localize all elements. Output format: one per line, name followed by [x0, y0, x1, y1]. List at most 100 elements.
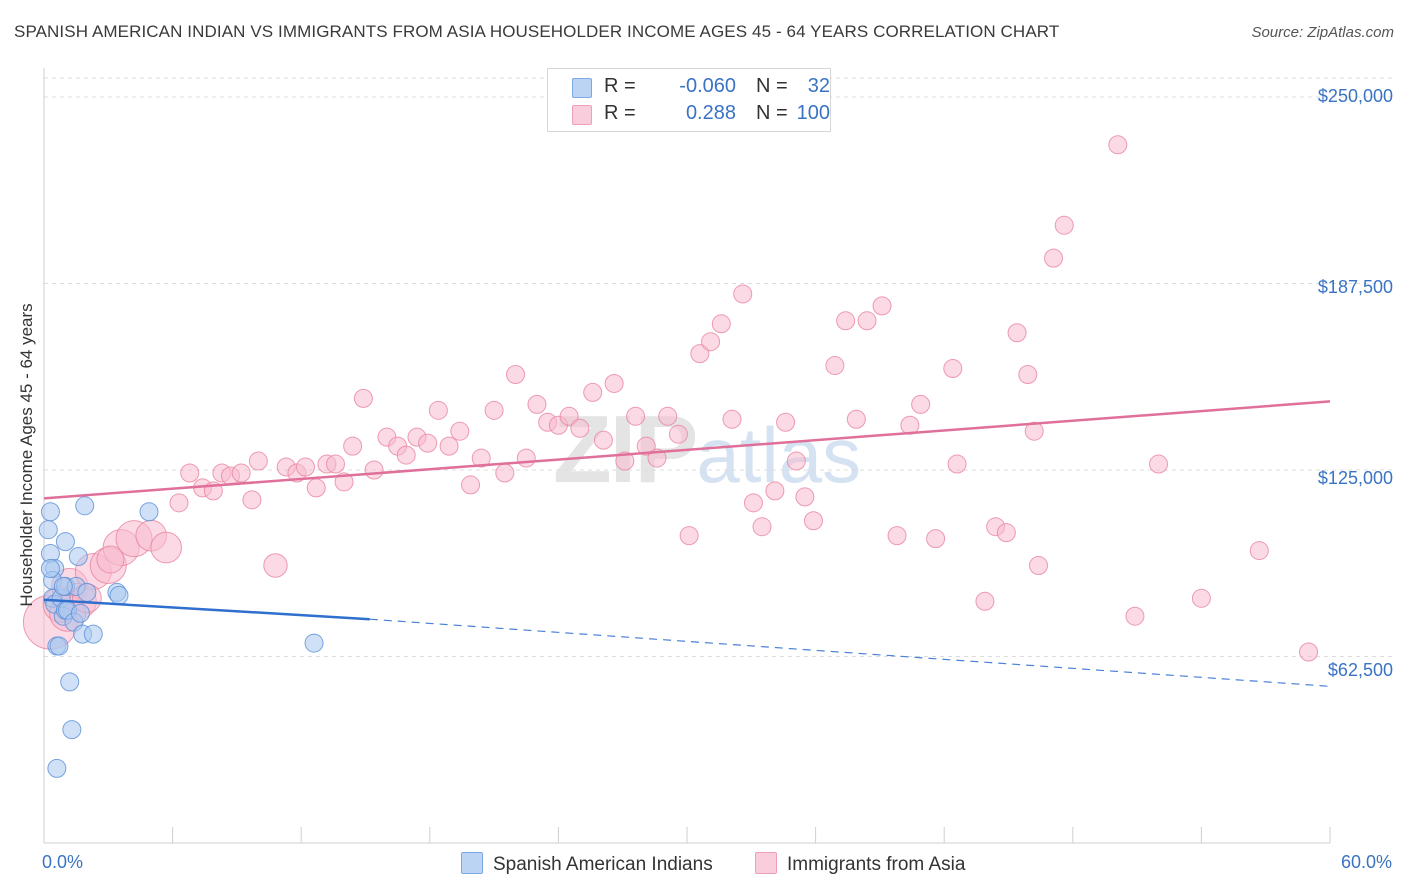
trend-line-immigrants-from-asia — [43, 400, 1331, 500]
data-point — [60, 672, 80, 692]
y-tick-label: $125,000 — [1317, 468, 1393, 488]
data-point — [77, 582, 97, 602]
data-point — [242, 490, 262, 510]
data-point — [690, 344, 710, 364]
data-point — [38, 520, 58, 540]
data-point — [231, 463, 251, 483]
legend-n-label: N = — [756, 102, 788, 124]
data-point — [668, 424, 688, 444]
data-point — [1007, 323, 1027, 343]
data-point — [836, 311, 856, 331]
data-point — [1125, 606, 1145, 626]
data-point — [570, 418, 590, 438]
data-point — [887, 526, 907, 546]
source-label: Source: ZipAtlas.com — [1251, 24, 1394, 41]
legend-swatch-blue — [572, 78, 592, 98]
data-point — [711, 314, 731, 334]
data-point — [679, 526, 699, 546]
grid-lines — [44, 77, 1395, 657]
bottom-legend-label: Spanish American Indians — [493, 854, 713, 875]
data-point — [1108, 135, 1128, 155]
data-point — [334, 472, 354, 492]
data-point — [1149, 454, 1169, 474]
data-point — [55, 532, 75, 552]
data-point — [47, 758, 67, 778]
data-point — [926, 529, 946, 549]
data-point — [428, 400, 448, 420]
data-point — [96, 545, 125, 574]
data-point — [722, 409, 742, 429]
legend-r-value: -0.060 — [679, 75, 736, 97]
bottom-legend-item-spanish-american-indians: Spanish American Indians — [461, 852, 713, 876]
data-point — [484, 400, 504, 420]
data-point — [49, 636, 69, 656]
data-point — [786, 451, 806, 471]
data-point — [304, 633, 324, 653]
trend-line-extension-spanish-american-indians — [369, 618, 1331, 687]
data-point — [795, 487, 815, 507]
data-point — [615, 451, 635, 471]
y-tick-label: $187,500 — [1317, 277, 1393, 297]
data-point — [658, 406, 678, 426]
y-axis-label: Householder Income Ages 45 - 64 years — [17, 303, 36, 607]
data-point — [70, 603, 90, 623]
data-point — [516, 448, 536, 468]
data-point — [765, 481, 785, 501]
data-point — [53, 576, 73, 596]
data-point — [593, 430, 613, 450]
legend-r-label: R = — [604, 102, 636, 124]
x-tick-label-max: 60.0% — [1340, 852, 1392, 872]
trend-line-spanish-american-indians — [43, 598, 370, 621]
data-point — [495, 463, 515, 483]
data-point — [996, 523, 1016, 543]
data-point — [418, 433, 438, 453]
data-point — [506, 365, 526, 385]
data-point — [743, 493, 763, 513]
data-point — [527, 394, 547, 414]
data-point — [604, 373, 624, 393]
data-point — [40, 502, 60, 522]
data-point — [626, 406, 646, 426]
data-point — [364, 460, 384, 480]
data-point — [701, 332, 721, 352]
chart-title: SPANISH AMERICAN INDIAN VS IMMIGRANTS FR… — [14, 22, 1060, 41]
correlation-legend: R = -0.060 N = 32 R = 0.288 N = 100 — [547, 68, 831, 132]
trend-lines — [43, 400, 1331, 687]
data-point — [180, 463, 200, 483]
data-point — [559, 406, 579, 426]
data-point — [1024, 421, 1044, 441]
data-point — [1299, 642, 1319, 662]
data-point — [109, 585, 129, 605]
legend-n-value: 100 — [796, 102, 830, 124]
data-point — [295, 457, 315, 477]
axes — [43, 68, 1331, 844]
data-point — [248, 451, 268, 471]
data-point — [943, 359, 963, 379]
data-point — [752, 517, 772, 537]
data-point — [353, 388, 373, 408]
data-point — [825, 356, 845, 376]
data-point — [872, 296, 892, 316]
bottom-legend-label: Immigrants from Asia — [787, 854, 966, 875]
series-spanish-american-indians — [38, 496, 324, 778]
data-point — [150, 531, 182, 564]
data-point — [306, 478, 326, 498]
data-point — [396, 445, 416, 465]
data-point — [450, 421, 470, 441]
data-point — [803, 511, 823, 531]
data-point — [1018, 365, 1038, 385]
y-tick-label: $250,000 — [1317, 86, 1393, 106]
data-point — [40, 558, 60, 578]
data-point — [1054, 215, 1074, 235]
data-point — [776, 412, 796, 432]
data-point — [461, 475, 481, 495]
data-point — [1191, 588, 1211, 608]
data-point — [846, 409, 866, 429]
legend-r-value: 0.288 — [685, 102, 736, 124]
data-point — [975, 591, 995, 611]
data-point — [325, 454, 345, 474]
data-point — [1249, 541, 1269, 561]
data-point — [139, 502, 159, 522]
data-point — [169, 493, 189, 513]
data-point — [1029, 555, 1049, 575]
